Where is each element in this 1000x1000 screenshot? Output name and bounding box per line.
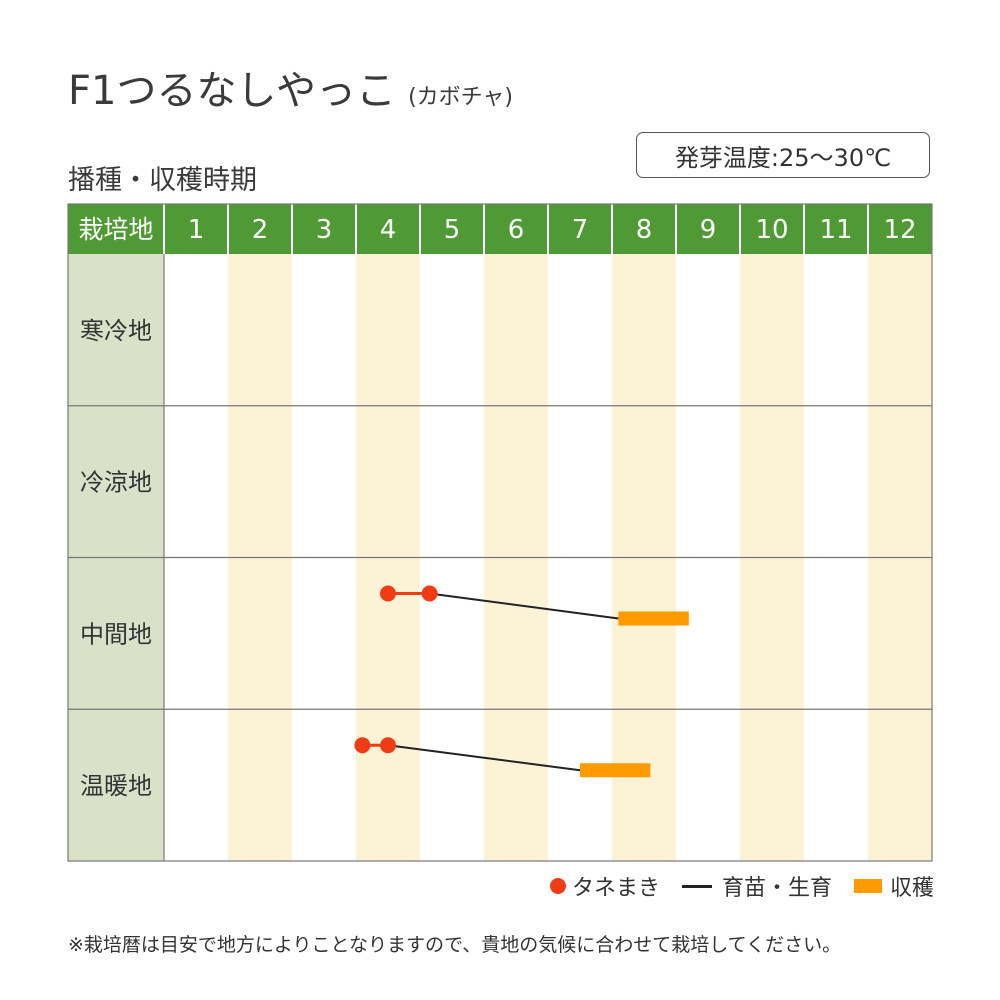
region-label-1: 寒冷地 <box>80 317 152 345</box>
header-row <box>68 204 932 254</box>
month-label-9: 9 <box>700 215 717 245</box>
harvest-bar-3 <box>618 611 689 626</box>
legend-sow-label: タネまき <box>571 876 660 901</box>
footnote: ※栽培暦は目安で地方によりことなりますので、貴地の気候に合わせて栽培してください… <box>68 934 842 956</box>
sowing-start-dot-4 <box>354 737 371 754</box>
legend-sow-marker <box>549 878 566 894</box>
month-label-1: 1 <box>188 215 205 245</box>
sowing-end-dot-3 <box>421 585 438 602</box>
germination-temp-badge: 発芽温度:25〜30℃ <box>636 132 930 178</box>
nursery-line-4 <box>387 744 581 772</box>
region-label-4: 温暖地 <box>80 772 152 800</box>
chart-border <box>67 203 933 862</box>
region-label-3: 中間地 <box>80 620 152 648</box>
month-label-7: 7 <box>572 215 589 245</box>
month-label-5: 5 <box>444 215 461 245</box>
page-title: F1つるなしやっこ (カボチャ) <box>68 58 513 116</box>
title-sub: (カボチャ) <box>408 85 514 110</box>
nursery-line-3 <box>429 592 619 620</box>
legend-harvest-marker <box>853 879 882 893</box>
sowing-start-dot-3 <box>380 585 396 602</box>
month-label-6: 6 <box>508 215 525 245</box>
harvest-bar-4 <box>580 763 651 778</box>
month-label-2: 2 <box>252 215 269 245</box>
chart-subtitle: 播種・収穫時期 <box>68 165 257 196</box>
legend-item-nursery: 育苗・生育 <box>681 870 832 902</box>
sowing-end-dot-4 <box>380 737 396 754</box>
month-label-10: 10 <box>755 215 788 245</box>
legend-item-harvest: 収穫 <box>853 870 934 902</box>
month-label-11: 11 <box>819 215 852 245</box>
month-label-8: 8 <box>636 215 653 245</box>
month-label-3: 3 <box>316 215 333 245</box>
legend-harvest-label: 収穫 <box>889 876 934 901</box>
legend-item-sow: タネまき <box>549 870 660 902</box>
month-label-4: 4 <box>380 215 397 245</box>
region-label-2: 冷涼地 <box>80 469 152 497</box>
header-region-label: 栽培地 <box>78 215 153 244</box>
title-main: F1つるなしやっこ <box>68 68 397 114</box>
legend-nursery-label: 育苗・生育 <box>721 876 832 901</box>
month-label-12: 12 <box>883 215 916 245</box>
legend-nursery-marker <box>681 884 712 888</box>
chart-legend: タネまき 育苗・生育 収穫 <box>508 870 934 902</box>
